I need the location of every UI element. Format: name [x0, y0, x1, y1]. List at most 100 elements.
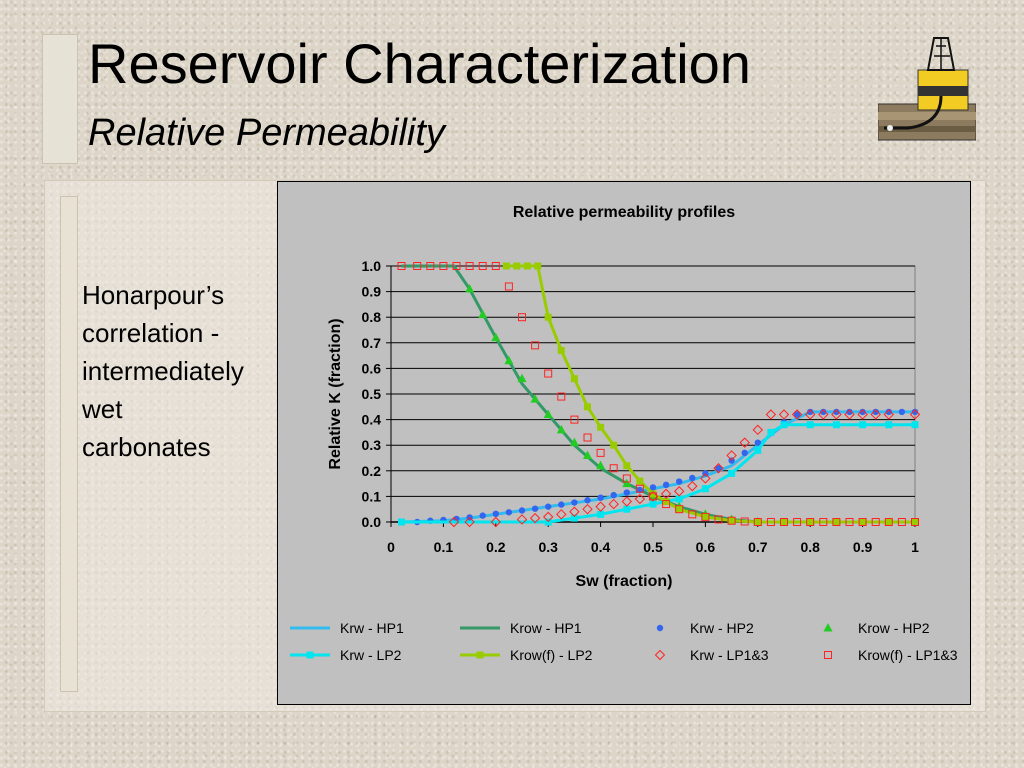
- legend-item: Krow(f) - LP2: [460, 647, 593, 663]
- data-point: [529, 512, 541, 524]
- data-point: [806, 518, 815, 526]
- x-tick-label: 0.4: [591, 539, 611, 555]
- x-tick-label: 0.6: [696, 539, 716, 555]
- data-point: [491, 262, 500, 270]
- data-point: [872, 408, 879, 416]
- legend-swatch-marker: [654, 649, 666, 661]
- data-point: [791, 409, 803, 420]
- data-point: [884, 518, 893, 526]
- data-point: [479, 512, 486, 519]
- data-point: [570, 514, 578, 522]
- data-point: [518, 507, 526, 514]
- data-point: [859, 408, 866, 416]
- data-point: [688, 510, 697, 519]
- data-point: [544, 369, 553, 378]
- data-point: [397, 518, 405, 526]
- legend-label: Krw - LP1&3: [690, 647, 769, 663]
- data-point: [883, 409, 895, 420]
- data-point: [820, 408, 827, 416]
- data-point: [609, 464, 618, 473]
- legend-label: Krow(f) - LP1&3: [858, 647, 958, 663]
- data-point: [766, 518, 775, 526]
- title-accent-bar: [42, 34, 78, 164]
- legend-label: Krw - HP2: [690, 620, 754, 636]
- y-tick-label: 0.9: [362, 284, 382, 300]
- data-point: [754, 446, 762, 454]
- data-point: [636, 486, 644, 494]
- data-point: [426, 262, 435, 270]
- x-tick-label: 0.7: [748, 539, 768, 555]
- data-point: [530, 394, 540, 403]
- data-point: [833, 408, 840, 416]
- x-tick-label: 0.9: [853, 539, 873, 555]
- data-point: [911, 408, 919, 416]
- legend-item: Krw - LP1&3: [654, 647, 769, 663]
- body-line: wet: [82, 394, 123, 424]
- legend-item: Krw - HP1: [290, 620, 404, 636]
- data-point: [465, 284, 475, 293]
- data-point: [885, 421, 893, 429]
- data-point: [727, 516, 736, 525]
- data-point: [649, 490, 657, 498]
- legend-swatch-marker: [824, 651, 832, 659]
- data-point: [662, 481, 670, 489]
- data-point: [767, 428, 775, 436]
- data-point: [662, 500, 671, 509]
- data-point: [544, 313, 552, 321]
- data-point: [452, 262, 461, 270]
- series-5: [502, 262, 919, 526]
- data-point: [819, 518, 828, 526]
- x-axis-label: Sw (fraction): [576, 573, 673, 590]
- data-point: [728, 517, 736, 525]
- data-point: [676, 478, 683, 485]
- data-point: [898, 408, 906, 416]
- legend-swatch-marker: [656, 624, 664, 632]
- slide-subtitle: Relative Permeability: [88, 112, 445, 154]
- y-tick-label: 0.6: [362, 360, 382, 376]
- data-point: [491, 332, 501, 342]
- data-point: [911, 518, 919, 526]
- legend-item: Krow - HP1: [460, 620, 582, 636]
- data-point: [542, 511, 554, 523]
- legend-swatch-marker: [476, 651, 484, 659]
- slide-title: Reservoir Characterization: [88, 32, 751, 95]
- series-line: [506, 264, 915, 524]
- data-point: [513, 262, 521, 270]
- data-point: [807, 408, 814, 416]
- data-point: [492, 510, 499, 518]
- data-point: [753, 518, 762, 526]
- x-tick-label: 0.5: [643, 539, 663, 555]
- legend-label: Krw - HP1: [340, 620, 404, 636]
- data-point: [845, 518, 854, 526]
- legend-label: Krow - HP1: [510, 620, 582, 636]
- chart-title: Relative permeability profiles: [513, 204, 735, 221]
- x-tick-label: 0.3: [538, 539, 558, 555]
- data-point: [885, 408, 892, 416]
- x-tick-label: 0.1: [434, 539, 454, 555]
- data-point: [439, 262, 448, 270]
- data-point: [595, 501, 606, 512]
- data-point: [846, 408, 853, 416]
- data-point: [621, 496, 633, 507]
- legend-item: Krow(f) - LP1&3: [824, 647, 958, 663]
- data-point: [897, 518, 906, 526]
- data-point: [584, 403, 591, 411]
- data-point: [689, 474, 696, 482]
- data-point: [739, 437, 750, 448]
- data-point: [859, 421, 867, 429]
- data-point: [660, 488, 672, 500]
- data-point: [740, 517, 749, 526]
- y-tick-label: 0.2: [362, 463, 382, 479]
- data-point: [701, 513, 709, 521]
- data-point: [780, 518, 788, 526]
- data-point: [832, 518, 841, 526]
- data-point: [523, 262, 531, 270]
- data-point: [911, 518, 919, 526]
- body-text: Honarpour’s correlation - intermediately…: [82, 276, 282, 466]
- data-point: [662, 498, 670, 506]
- data-point: [741, 449, 748, 457]
- data-point: [623, 489, 630, 496]
- data-point: [714, 515, 723, 524]
- data-point: [780, 518, 788, 526]
- data-point: [673, 486, 685, 497]
